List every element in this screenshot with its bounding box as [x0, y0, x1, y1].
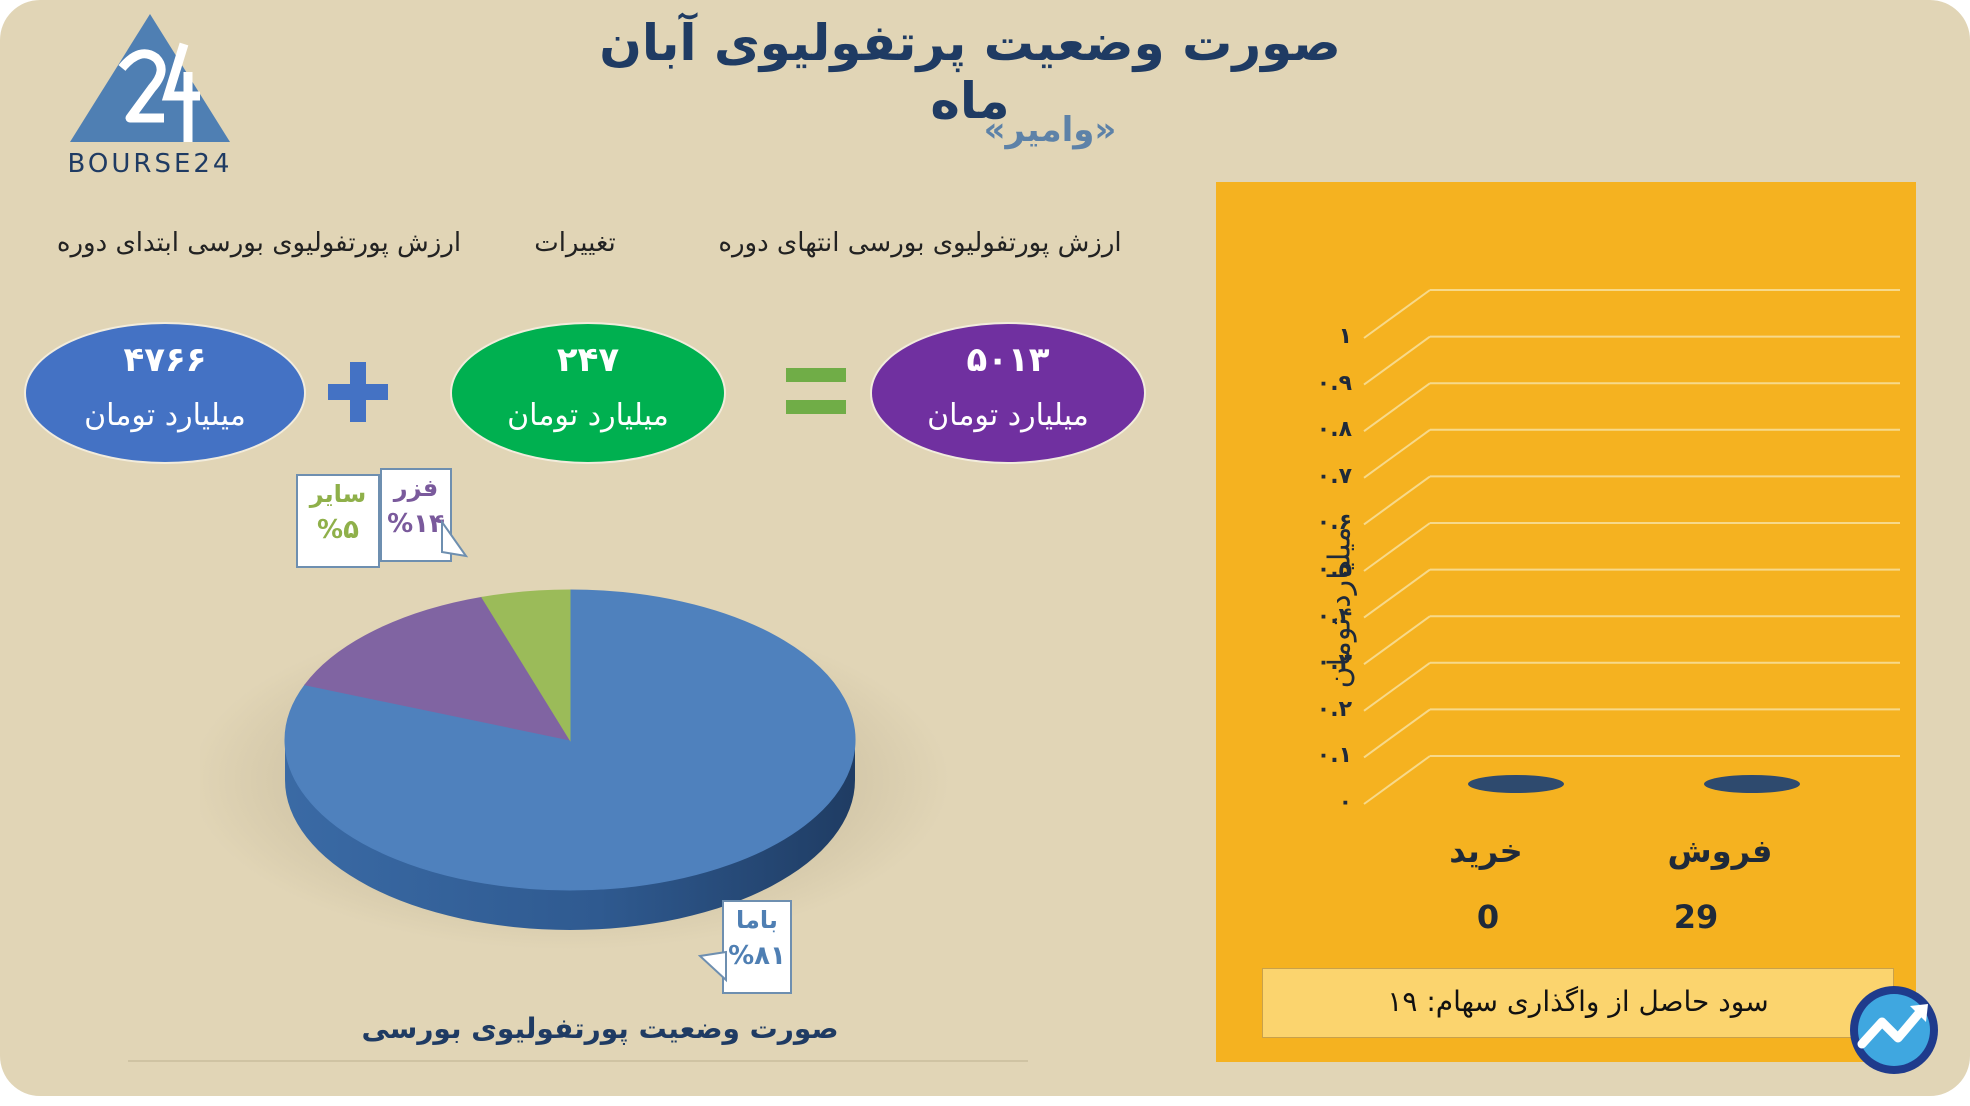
y-tick-label: ۰.۶ — [1316, 510, 1352, 536]
y-tick-label: ۰.۸ — [1316, 417, 1352, 443]
gridline-depth — [1363, 522, 1431, 572]
page-title: صورت وضعیت پرتفولیوی آبان ماه — [599, 14, 1341, 130]
pie-side-wall — [285, 740, 855, 930]
category-label-buy: خرید — [1449, 832, 1523, 870]
y-tick-label: ۰.۵ — [1316, 557, 1352, 582]
y-tick-label: ۰.۱ — [1316, 743, 1352, 769]
callout-pointer-icon — [698, 950, 727, 983]
change-value-unit: میلیارد تومان — [507, 398, 669, 433]
end-value-oval: ۵۰۱۳ میلیارد تومان — [870, 322, 1146, 464]
gridline-depth — [1363, 568, 1431, 619]
bar-base-0 — [1468, 775, 1564, 793]
slice-label-other: سایر %۵ — [296, 474, 380, 568]
gridline-depth — [1363, 708, 1431, 759]
slice-label-bama: باما %۸۱ — [722, 900, 792, 994]
gridline-depth — [1363, 335, 1431, 386]
y-tick-label: ۱ — [1338, 324, 1352, 349]
change-heading: تغییرات — [534, 228, 616, 258]
gridline-depth — [1363, 755, 1431, 805]
start-value-unit: میلیارد تومان — [84, 398, 246, 433]
bar-base-1 — [1704, 775, 1800, 793]
share-sale-profit-box: سود حاصل از واگذاری سهام: ۱۹ — [1262, 968, 1894, 1038]
start-value-oval: ۴۷۶۶ میلیارد تومان — [24, 322, 306, 464]
slice-other-name: سایر — [309, 480, 367, 508]
y-tick-label: ۰ — [1338, 790, 1352, 815]
y-axis-label: میلیارد تومان — [1322, 526, 1358, 689]
change-value: ۲۴۷ — [556, 340, 620, 380]
gridline-depth — [1363, 289, 1431, 339]
y-tick-label: ۰.۷ — [1316, 463, 1352, 489]
pie-slice-2 — [481, 589, 571, 742]
gridline-depth — [1363, 615, 1431, 666]
category-label-sell: فروش — [1667, 832, 1773, 870]
slice-fezar-percent: %۱۴ — [387, 509, 445, 539]
start-value-heading: ارزش پورتفولیوی بورسی ابتدای دوره — [56, 228, 462, 258]
data-label-sell: 29 — [1673, 898, 1719, 936]
divider — [128, 1060, 1028, 1062]
end-value-heading: ارزش پورتفولیوی بورسی انتهای دوره — [718, 228, 1122, 258]
change-oval: ۲۴۷ میلیارد تومان — [450, 322, 726, 464]
y-tick-label: ۰.۴ — [1316, 603, 1352, 629]
bourse24-logo-icon: BOURSE24 — [68, 14, 233, 179]
gridline-depth — [1363, 382, 1431, 433]
portfolio-pie-chart — [200, 589, 950, 950]
trade-bar-chart — [1363, 289, 1900, 805]
y-tick-label: ۰.۹ — [1316, 370, 1352, 396]
gridline-depth — [1363, 661, 1431, 712]
page-subtitle: «وامیر» — [983, 110, 1117, 150]
slice-bama-name: باما — [736, 906, 778, 934]
end-value: ۵۰۱۳ — [966, 340, 1050, 380]
pie-chart-caption: صورت وضعیت پورتفولیوی بورسی — [361, 1012, 839, 1045]
slice-bama-percent: %۸۱ — [728, 941, 786, 971]
callout-pointer-icon — [441, 520, 469, 558]
equals-icon — [786, 368, 846, 414]
y-tick-label: ۰.۳ — [1316, 650, 1352, 676]
slice-label-fezar: فزر %۱۴ — [380, 468, 452, 562]
plus-icon — [328, 362, 388, 422]
gridline-depth — [1363, 428, 1431, 479]
start-value: ۴۷۶۶ — [123, 340, 207, 380]
trade-chart-panel — [1216, 182, 1916, 1062]
trend-up-circle-icon — [1850, 986, 1938, 1074]
slice-fezar-name: فزر — [393, 474, 439, 502]
logo-text: BOURSE24 — [68, 149, 233, 179]
end-value-unit: میلیارد تومان — [927, 398, 1089, 433]
y-tick-label: ۰.۲ — [1316, 696, 1352, 722]
gridline-depth — [1363, 475, 1431, 526]
data-label-buy: 0 — [1476, 898, 1500, 936]
slice-other-percent: %۵ — [317, 515, 359, 545]
